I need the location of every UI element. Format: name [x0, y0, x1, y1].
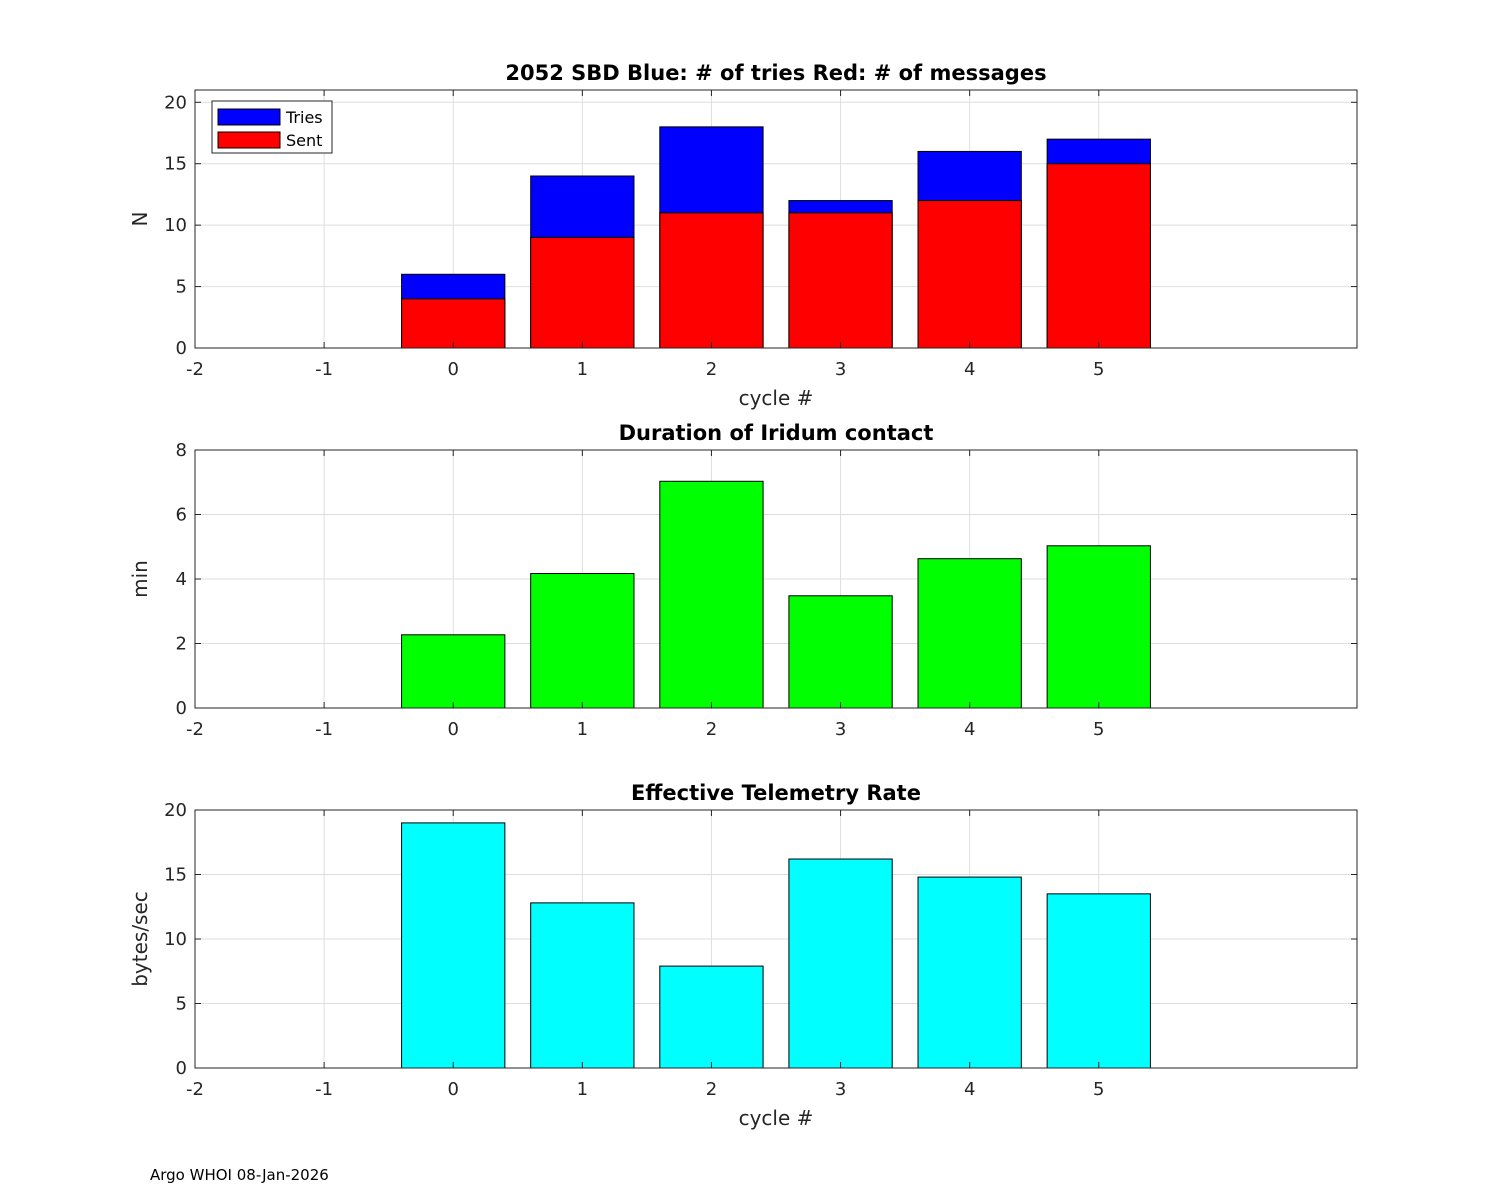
bar-rate-cycle-1	[530, 902, 635, 1069]
legend-swatch-sent	[217, 131, 281, 149]
legend-label-sent: Sent	[286, 131, 322, 150]
bar-duration-cycle-1	[530, 573, 635, 709]
bar-sent-cycle-3	[788, 212, 893, 349]
footer-text: Argo WHOI 08-Jan-2026	[150, 1166, 329, 1184]
bar-duration-cycle-2	[659, 480, 764, 709]
tick-marks	[194, 449, 1357, 709]
x-tick-label: -2	[186, 1079, 204, 1100]
x-tick-label: 1	[577, 719, 588, 740]
chart-panel-2: -2 -1 0 1 2 3 4 5 0 2 4 6 8 Duration of Iridum contac…	[128, 421, 1358, 740]
tick-marks	[194, 809, 1357, 1069]
bar-duration-cycle-0	[401, 634, 506, 709]
y-tick-label: 0	[176, 1058, 187, 1079]
bar-duration-cycle-3	[788, 595, 893, 709]
x-tick-label: 4	[964, 1079, 975, 1100]
x-tick-label: 2	[706, 359, 717, 380]
x-tick-label: 0	[447, 719, 458, 740]
bar-rate-cycle-2	[659, 965, 764, 1069]
x-tick-label: 0	[447, 359, 458, 380]
bars	[401, 480, 1151, 709]
y-tick-label: 10	[164, 215, 187, 236]
x-tick-label: -2	[186, 719, 204, 740]
chart-title: 2052 SBD Blue: # of tries Red: # of mess…	[505, 61, 1046, 85]
x-axis-label: cycle #	[739, 1106, 814, 1130]
x-tick-label: 2	[706, 1079, 717, 1100]
chart-panel-1: -2 -1 0 1 2 3 4 5 0 5 10 15 20 2052 SBD Blue: # of tr…	[128, 61, 1358, 410]
bar-rate-cycle-0	[401, 822, 506, 1069]
legend: Tries Sent	[211, 100, 333, 154]
bar-sent-cycle-1	[530, 236, 635, 349]
axes-box	[194, 89, 1358, 349]
plot-area	[195, 90, 1357, 348]
chart-title: Duration of Iridum contact	[619, 421, 934, 445]
chart-panel-3: -2 -1 0 1 2 3 4 5 0 5 10 15 20 Effective Telemetry Ra…	[128, 781, 1358, 1130]
y-tick-label: 6	[176, 505, 187, 526]
chart-title: Effective Telemetry Rate	[631, 781, 921, 805]
y-tick-label: 20	[164, 92, 187, 113]
x-tick-label: 4	[964, 719, 975, 740]
x-tick-label: 5	[1093, 1079, 1104, 1100]
x-tick-label: -2	[186, 359, 204, 380]
x-tick-label: 4	[964, 359, 975, 380]
bar-sent-cycle-4	[917, 200, 1022, 349]
bar-duration-cycle-4	[917, 558, 1022, 709]
y-tick-label: 8	[176, 440, 187, 461]
x-tick-label: -1	[315, 359, 333, 380]
bar-sent-cycle-5	[1046, 163, 1151, 349]
x-tick-label: 2	[706, 719, 717, 740]
bar-rate-cycle-5	[1046, 893, 1151, 1069]
y-tick-label: 0	[176, 338, 187, 359]
x-tick-label: 0	[447, 1079, 458, 1100]
bars	[401, 126, 1151, 349]
x-tick-label: 1	[577, 359, 588, 380]
y-tick-label: 20	[164, 800, 187, 821]
y-axis-label: min	[128, 560, 152, 598]
y-tick-label: 15	[164, 865, 187, 886]
y-tick-label: 10	[164, 929, 187, 950]
bar-rate-cycle-3	[788, 858, 893, 1069]
y-tick-label: 4	[176, 569, 187, 590]
x-tick-label: 5	[1093, 359, 1104, 380]
x-axis-label: cycle #	[739, 386, 814, 410]
bar-sent-cycle-2	[659, 212, 764, 349]
x-tick-label: -1	[315, 1079, 333, 1100]
y-tick-label: 2	[176, 634, 187, 655]
bar-duration-cycle-5	[1046, 545, 1151, 709]
x-tick-label: 1	[577, 1079, 588, 1100]
x-tick-label: 3	[835, 719, 846, 740]
y-axis-label: bytes/sec	[128, 891, 152, 987]
y-axis-label: N	[128, 212, 152, 227]
x-tick-label: -1	[315, 719, 333, 740]
legend-swatch-tries	[217, 108, 281, 126]
y-tick-label: 5	[176, 277, 187, 298]
x-tick-label: 3	[835, 1079, 846, 1100]
bars	[401, 822, 1151, 1069]
x-tick-label: 5	[1093, 719, 1104, 740]
y-tick-label: 0	[176, 698, 187, 719]
y-tick-label: 5	[176, 994, 187, 1015]
tick-marks	[194, 90, 1357, 349]
bar-sent-cycle-0	[401, 298, 506, 349]
y-tick-label: 15	[164, 154, 187, 175]
x-tick-label: 3	[835, 359, 846, 380]
legend-label-tries: Tries	[285, 108, 323, 127]
bar-rate-cycle-4	[917, 876, 1022, 1069]
